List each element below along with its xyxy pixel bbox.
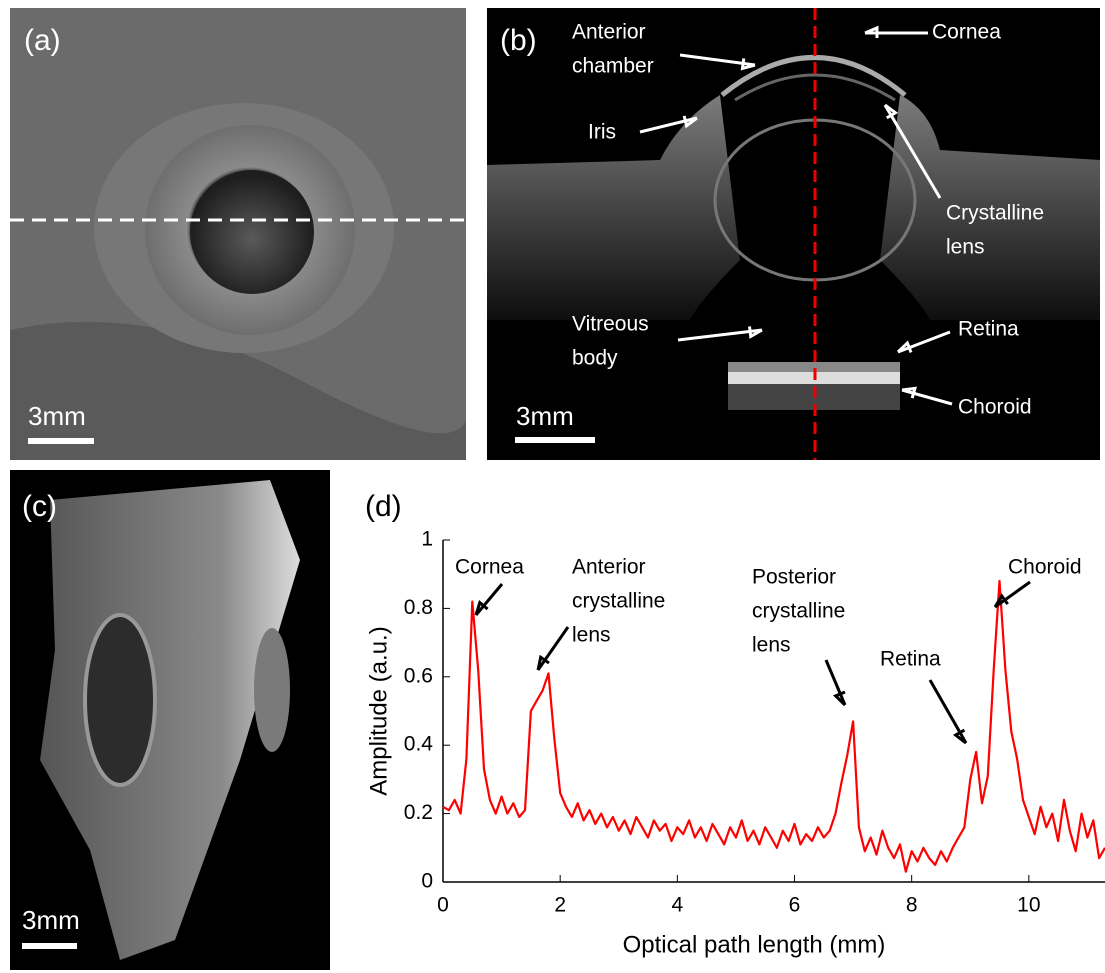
annotation: lens — [946, 236, 985, 259]
chart: 0 2 4 6 8 10 0 0.2 0.4 0.6 0.8 1 Optical path length… — [365, 528, 1105, 959]
data-line — [443, 581, 1105, 872]
y-tick-label: 0.8 — [404, 596, 433, 619]
x-tick-label: 6 — [789, 894, 801, 917]
annotation: Choroid — [958, 396, 1032, 419]
annotation: Iris — [588, 121, 616, 144]
scale-bar-label: 3mm — [516, 401, 574, 431]
y-tick-label: 0 — [421, 870, 433, 893]
figure: (a) 3mm (b) 3mm Anterior chamber Cornea Iri… — [0, 0, 1105, 973]
annotation: Posterior — [752, 566, 836, 589]
arrow — [538, 627, 568, 670]
panel-c-image — [10, 470, 330, 970]
annotation: Cornea — [455, 556, 524, 579]
y-tick-label: 0.4 — [404, 733, 434, 756]
x-tick-label: 2 — [554, 894, 566, 917]
x-tick-label: 10 — [1017, 894, 1040, 917]
annotation: lens — [572, 624, 611, 647]
panel-label: (a) — [24, 24, 61, 57]
x-tick-label: 8 — [906, 894, 918, 917]
panel-label: (d) — [365, 490, 402, 523]
x-tick-label: 4 — [671, 894, 683, 917]
page: {"panels": { "a": {"label": "(a)", "scal… — [0, 0, 1105, 973]
arrow — [476, 584, 502, 615]
y-tick-label: 0.6 — [404, 664, 433, 687]
annotation: body — [572, 347, 618, 370]
annotation: Crystalline — [946, 202, 1044, 225]
annotation: chamber — [572, 55, 654, 78]
panel-label: (b) — [500, 24, 537, 57]
annotation: crystalline — [572, 590, 665, 613]
y-tick-label: 0.2 — [404, 801, 433, 824]
scale-bar-label: 3mm — [28, 401, 86, 431]
x-tick-label: 0 — [437, 894, 449, 917]
annotation: Cornea — [932, 21, 1001, 44]
annotation: Retina — [880, 648, 941, 671]
annotation: Vitreous — [572, 313, 649, 336]
panel-label: (c) — [22, 490, 57, 523]
y-tick-label: 1 — [421, 528, 433, 551]
scale-bar-label: 3mm — [22, 905, 80, 935]
annotation: lens — [752, 634, 791, 657]
annotation: Retina — [958, 318, 1019, 341]
annotation: Choroid — [1008, 556, 1082, 579]
y-axis-label: Amplitude (a.u.) — [365, 626, 392, 795]
annotation: Anterior — [572, 556, 646, 579]
arrow — [826, 660, 845, 705]
panel-a-image — [10, 8, 466, 460]
x-axis-label: Optical path length (mm) — [623, 931, 886, 958]
annotation: Anterior — [572, 21, 646, 44]
annotation: crystalline — [752, 600, 845, 623]
